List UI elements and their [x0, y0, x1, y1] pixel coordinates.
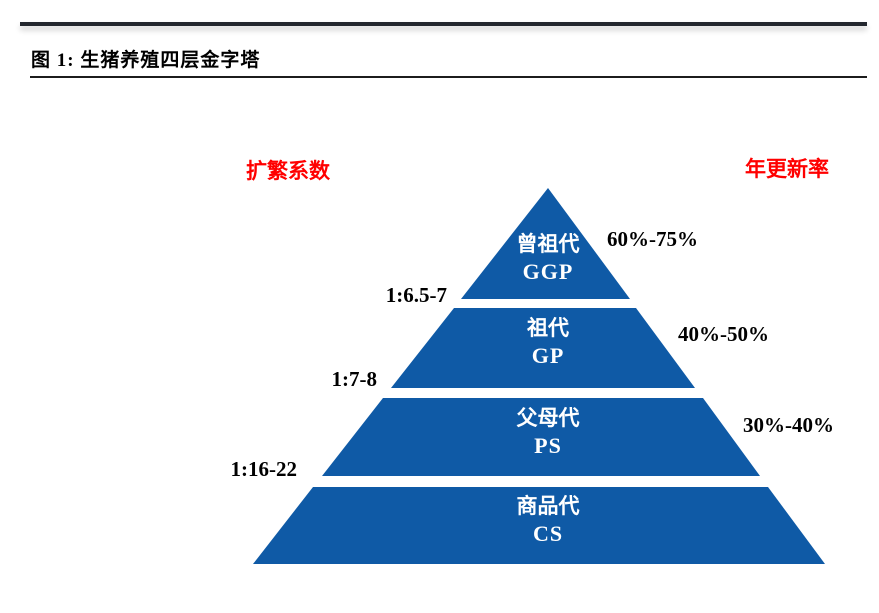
layer-label-ggp: 曾祖代 GGP: [517, 230, 580, 286]
layer-abbr: PS: [534, 433, 562, 458]
expansion-ratio-ps: 1:7-8: [331, 367, 378, 391]
layer-abbr: GGP: [522, 259, 574, 284]
right-column-header: 年更新率: [745, 157, 829, 181]
title-underline: [30, 76, 867, 78]
layer-label-cs: 商品代 CS: [517, 492, 580, 548]
layer-abbr: CS: [532, 521, 564, 546]
layer-abbr: GP: [531, 343, 565, 368]
layer-name-cn: 曾祖代: [516, 232, 580, 256]
layer-label-ps: 父母代 PS: [517, 404, 580, 460]
top-divider: [20, 22, 867, 26]
pyramid-layer-cs: [253, 487, 825, 564]
renewal-rate-ps: 30%-40%: [743, 413, 834, 437]
renewal-rate-gp: 40%-50%: [678, 322, 769, 346]
expansion-ratio-gp: 1:6.5-7: [385, 283, 447, 307]
pyramid-layer-ps: [322, 398, 760, 476]
expansion-ratio-cs: 1:16-22: [230, 457, 298, 481]
layer-label-gp: 祖代 GP: [527, 314, 569, 370]
pyramid-layer-gp: [391, 308, 695, 388]
pyramid-layer-ggp: [461, 188, 630, 299]
left-column-header: 扩繁系数: [246, 159, 330, 183]
layer-name-cn: 父母代: [516, 406, 580, 430]
figure-title: 图 1: 生猪养殖四层金字塔: [31, 50, 261, 71]
layer-name-cn: 祖代: [527, 316, 569, 340]
renewal-rate-ggp: 60%-75%: [607, 227, 698, 251]
layer-name-cn: 商品代: [516, 494, 580, 518]
